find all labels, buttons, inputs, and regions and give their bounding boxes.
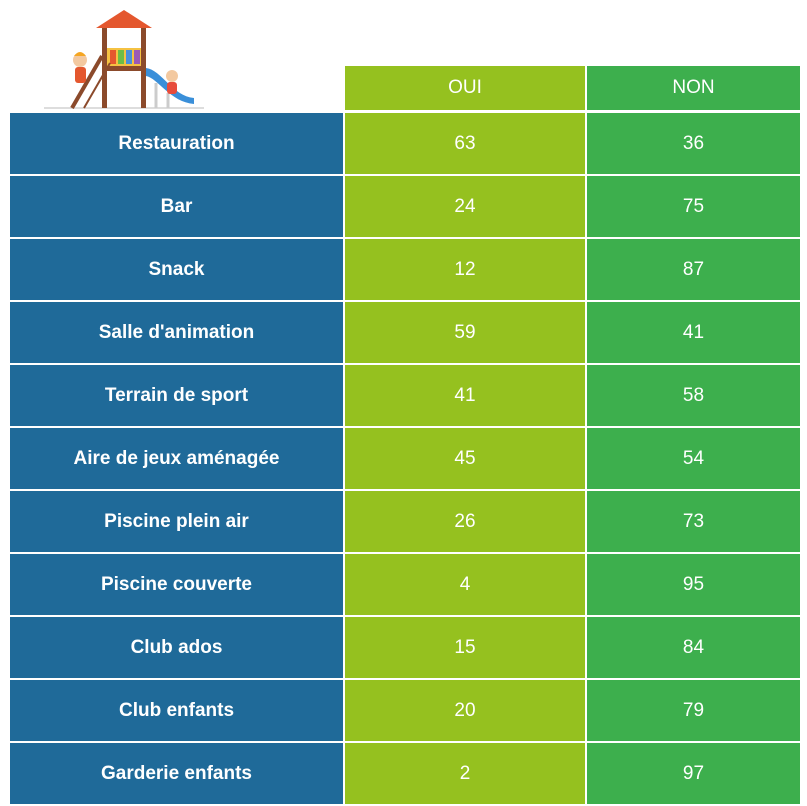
header-cell: OUI: [345, 66, 585, 110]
value-cell: 12: [345, 239, 585, 300]
row-label: Garderie enfants: [10, 743, 343, 804]
value-cell: 63: [345, 113, 585, 174]
value-cell: 59: [345, 302, 585, 363]
row-label: Aire de jeux aménagée: [10, 428, 343, 489]
row-label: Bar: [10, 176, 343, 237]
value-cell: 54: [587, 428, 800, 489]
value-cell: 15: [345, 617, 585, 678]
row-label: Terrain de sport: [10, 365, 343, 426]
row-label: Piscine couverte: [10, 554, 343, 615]
value-cell: 26: [345, 491, 585, 552]
row-label: Club enfants: [10, 680, 343, 741]
value-cell: 97: [587, 743, 800, 804]
value-cell: 20: [345, 680, 585, 741]
row-label: Piscine plein air: [10, 491, 343, 552]
value-cell: 36: [587, 113, 800, 174]
value-cell: 41: [345, 365, 585, 426]
row-label: Restauration: [10, 113, 343, 174]
value-cell: 87: [587, 239, 800, 300]
value-cell: 84: [587, 617, 800, 678]
row-label: Club ados: [10, 617, 343, 678]
value-cell: 41: [587, 302, 800, 363]
value-cell: 24: [345, 176, 585, 237]
value-cell: 73: [587, 491, 800, 552]
value-cell: 58: [587, 365, 800, 426]
header-cell: NON: [587, 66, 800, 110]
playground-icon: [44, 8, 204, 110]
row-label: Snack: [10, 239, 343, 300]
value-cell: 75: [587, 176, 800, 237]
page: OUINONRestauration6336Bar2475Snack1287Sa…: [0, 0, 807, 806]
value-cell: 2: [345, 743, 585, 804]
value-cell: 45: [345, 428, 585, 489]
value-cell: 79: [587, 680, 800, 741]
value-cell: 95: [587, 554, 800, 615]
value-cell: 4: [345, 554, 585, 615]
row-label: Salle d'animation: [10, 302, 343, 363]
